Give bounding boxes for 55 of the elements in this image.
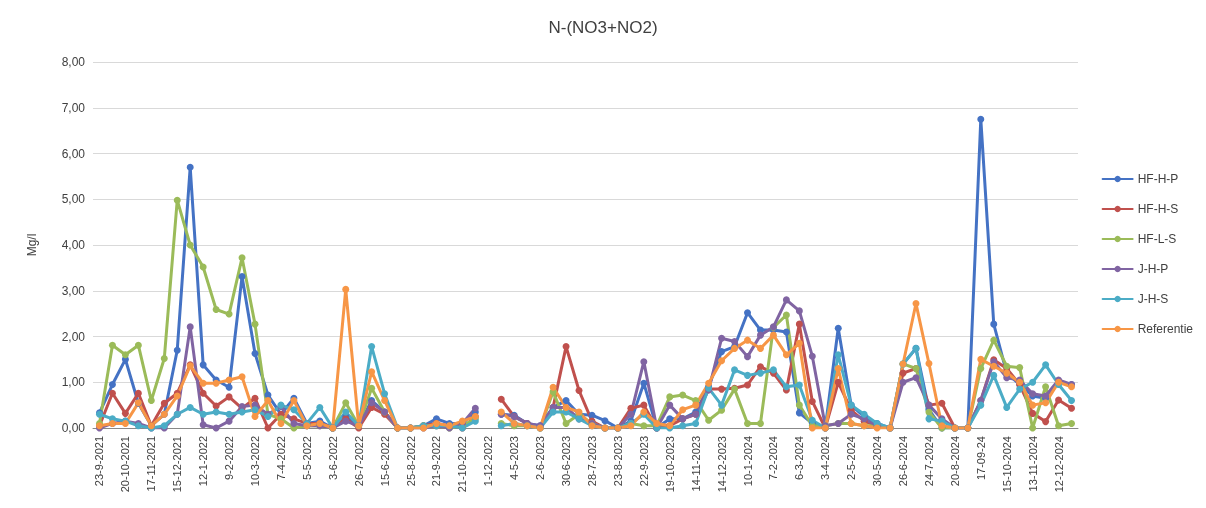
x-tick-label: 3-4-2024 — [819, 436, 832, 481]
y-tick-label: 0,00 — [61, 421, 86, 435]
y-tick-label: 8,00 — [61, 55, 86, 69]
y-tick-label: 4,00 — [61, 238, 86, 252]
x-tick-label: 20-8-2024 — [948, 436, 961, 487]
x-tick-label: 2-5-2024 — [845, 436, 858, 481]
chart-title: N-(NO3+NO2) — [548, 18, 658, 37]
x-tick-label: 14-12-2023 — [715, 436, 728, 493]
x-tick-label: 30-6-2023 — [560, 436, 573, 487]
x-tick-label: 12-12-2024 — [1052, 436, 1065, 493]
x-tick-label: 26-6-2024 — [897, 436, 910, 487]
x-tick-label: 17-11-2021 — [145, 436, 158, 492]
x-tick-label: 7-4-2022 — [274, 436, 287, 481]
x-tick-label: 30-5-2024 — [871, 436, 884, 487]
x-tick-label: 28-7-2023 — [585, 436, 598, 487]
x-tick-label: 21-9-2022 — [430, 436, 443, 487]
y-tick-label: 1,00 — [61, 375, 86, 390]
x-tick-label: 17-09-24 — [974, 436, 987, 481]
x-tick-label: 22-9-2023 — [637, 436, 650, 487]
y-tick-label: 3,00 — [61, 283, 86, 298]
y-tick-label: 2,00 — [61, 329, 86, 344]
x-tick-label: 1-12-2022 — [482, 436, 495, 487]
legend-label: HF-L-S — [1137, 232, 1177, 246]
x-tick-label: 26-7-2022 — [352, 436, 365, 487]
x-tick-label: 24-7-2024 — [922, 436, 935, 487]
x-tick-label: 21-10-2022 — [456, 436, 469, 493]
x-tick-label: 15-12-2021 — [171, 436, 184, 493]
legend-label: HF-H-S — [1137, 202, 1179, 216]
x-tick-label: 19-10-2023 — [663, 436, 676, 493]
x-tick-label: 6-3-2024 — [793, 436, 806, 481]
x-tick-label: 25-8-2022 — [404, 436, 417, 487]
legend-label: HF-H-P — [1137, 172, 1179, 186]
legend-label: J-H-P — [1137, 262, 1169, 276]
legend-label: Referentie — [1137, 322, 1194, 336]
x-tick-label: 10-3-2022 — [249, 436, 262, 487]
x-tick-label: 12-1-2022 — [197, 436, 210, 487]
x-tick-label: 23-9-2021 — [93, 436, 106, 487]
y-axis-title: Mg/l — [25, 233, 39, 257]
x-tick-label: 13-11-2024 — [1026, 436, 1039, 492]
x-tick-label: 15-10-2024 — [1000, 436, 1013, 493]
y-tick-label: 7,00 — [61, 100, 86, 115]
x-tick-label: 20-10-2021 — [119, 436, 132, 493]
y-tick-label: 6,00 — [61, 146, 86, 161]
x-tick-label: 15-6-2022 — [378, 436, 391, 487]
y-tick-label: 5,00 — [61, 192, 86, 207]
x-tick-label: 14-11-2023 — [689, 436, 702, 492]
x-tick-label: 2-6-2023 — [534, 436, 547, 481]
x-tick-label: 7-2-2024 — [767, 436, 780, 481]
x-tick-label: 3-6-2022 — [326, 436, 339, 481]
x-tick-label: 5-5-2022 — [300, 436, 313, 481]
legend-label: J-H-S — [1137, 292, 1169, 306]
x-tick-label: 9-2-2022 — [223, 436, 236, 481]
x-tick-label: 10-1-2024 — [741, 436, 754, 487]
x-tick-label: 23-8-2023 — [611, 436, 624, 487]
x-tick-label: 4-5-2023 — [508, 436, 521, 481]
